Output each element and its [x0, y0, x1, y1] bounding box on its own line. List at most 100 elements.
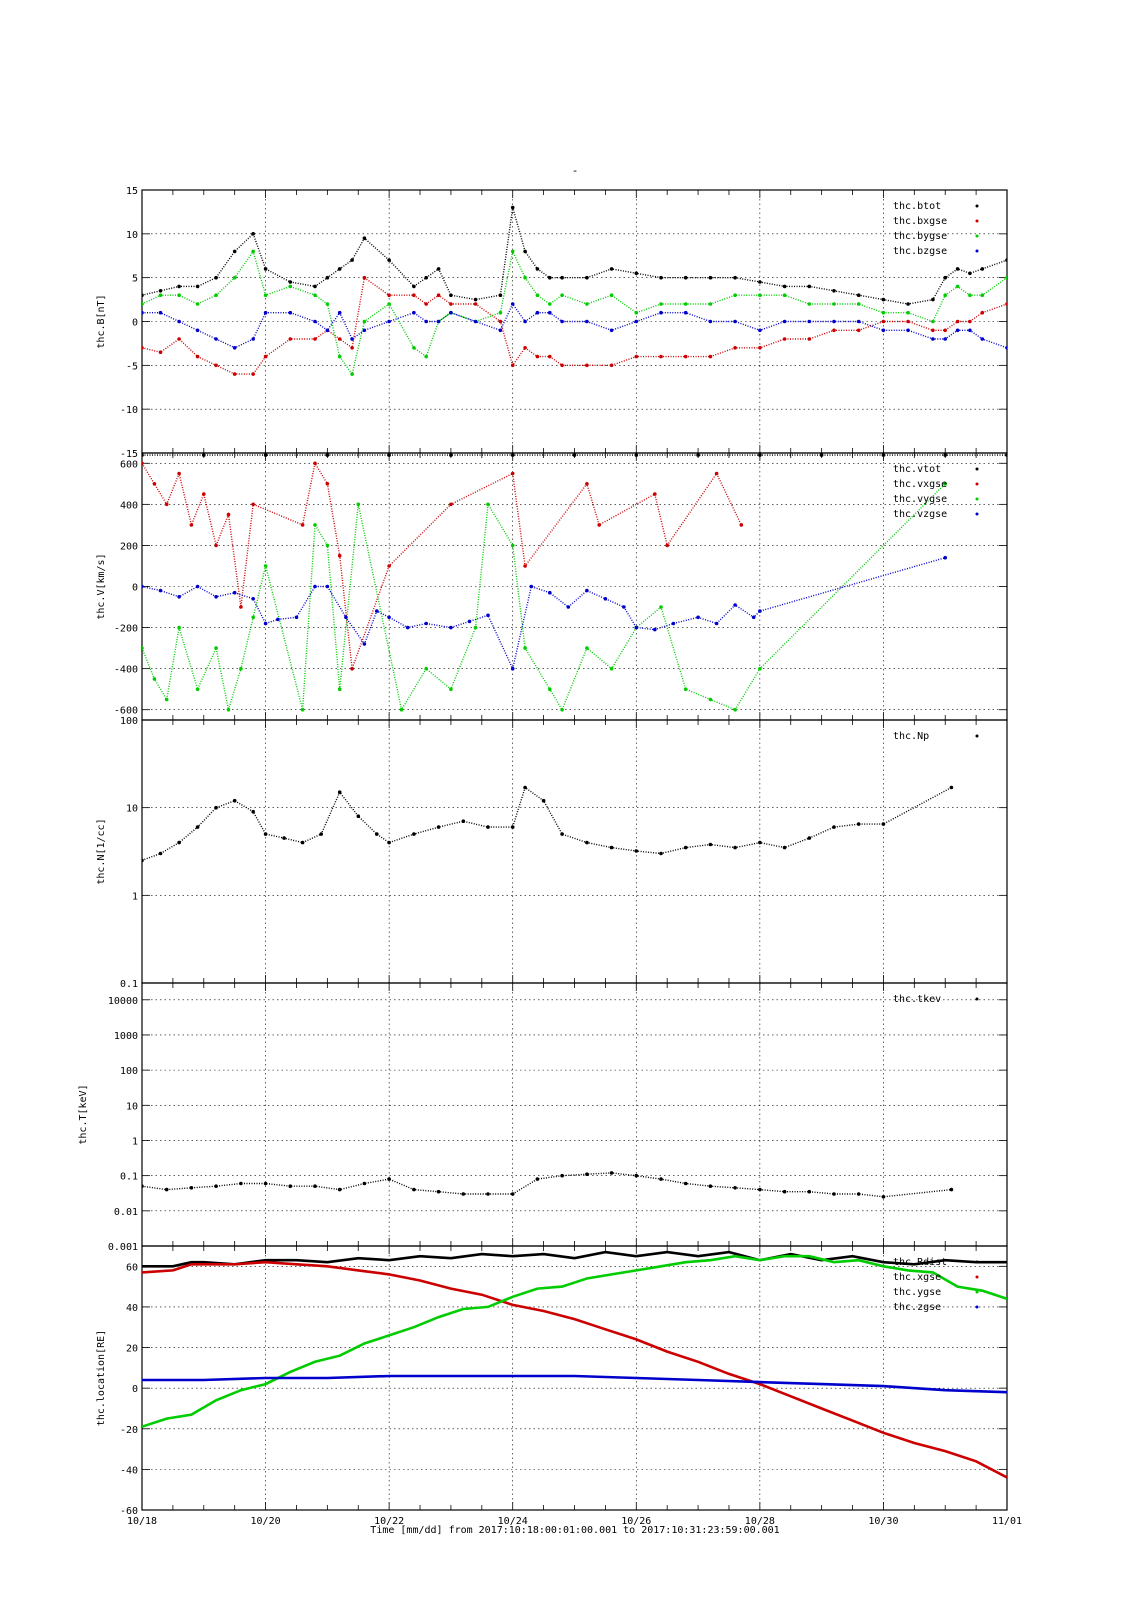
series-trace-thc-vygse [142, 483, 946, 712]
data-point-thc-vzgse [653, 627, 657, 632]
data-point-thc-bzgse [782, 319, 787, 324]
data-point-thc-bzgse [232, 346, 237, 350]
data-point-thc-btot [251, 232, 255, 236]
data-point-thc-bygse [142, 302, 144, 306]
data-point-thc-btot [758, 280, 762, 284]
x-tick-label: 10/18 [127, 1516, 157, 1527]
data-point-thc-vygse [424, 666, 429, 671]
data-point-thc-vzgse [325, 584, 330, 589]
legend-label: thc.Np [893, 731, 929, 742]
data-point-thc-vxgse [387, 564, 391, 568]
data-point-thc-bzgse [214, 337, 218, 341]
data-point-thc-btot [412, 284, 416, 289]
panel-frame [141, 719, 1008, 984]
data-point-thc-vzgse [177, 595, 181, 599]
data-point-thc-bzgse [337, 310, 342, 315]
legend-label: thc.zgse [893, 1302, 941, 1313]
data-point-thc-bxgse [881, 319, 886, 324]
data-point-thc-Np [856, 822, 861, 826]
data-point-thc-tkev [486, 1192, 490, 1196]
data-point-thc-vxgse [239, 605, 243, 609]
data-point-thc-bzgse [362, 328, 367, 333]
legend-marker [975, 204, 979, 208]
data-point-thc-vzgse [142, 584, 144, 589]
data-point-thc-btot [510, 205, 515, 210]
data-point-thc-bxgse [560, 363, 564, 368]
data-point-thc-tkev [585, 1172, 589, 1176]
data-point-thc-bxgse [232, 372, 237, 376]
legend-marker [975, 1275, 979, 1279]
y-tick-label: -20 [120, 1425, 138, 1436]
y-tick-label: 10 [126, 1101, 138, 1112]
data-point-thc-Np [758, 840, 762, 845]
data-point-thc-vzgse [758, 609, 762, 613]
data-point-thc-Np [387, 840, 391, 845]
data-point-thc-btot [214, 275, 218, 280]
y-axis-label: thc.location[RE] [96, 1330, 107, 1426]
legend-label: thc.vzgse [893, 509, 947, 520]
data-point-thc-Np [412, 832, 416, 836]
data-point-thc-vygse [399, 707, 404, 712]
data-point-thc-btot [807, 284, 812, 289]
data-point-thc-vxgse [251, 502, 255, 507]
data-point-thc-vtot [572, 453, 577, 457]
y-tick-label: 0.01 [114, 1207, 138, 1218]
data-point-thc-btot [449, 293, 453, 298]
data-point-thc-vxgse [665, 543, 669, 548]
data-point-thc-vxgse [449, 502, 453, 507]
data-point-thc-bxgse [313, 337, 317, 341]
data-point-thc-vxgse [189, 523, 194, 527]
panel-5: -60 -40 -20 0 20 40 60 thc.location[RE] thc.Rdis… [96, 1245, 1022, 1527]
data-point-thc-bzgse [906, 328, 910, 333]
data-point-thc-vxgse [653, 492, 657, 496]
data-point-thc-vxgse [337, 553, 342, 558]
x-tick-label: 10/24 [498, 1516, 528, 1527]
data-point-thc-bxgse [142, 346, 144, 350]
data-point-thc-bzgse [158, 310, 163, 315]
y-tick-label: 1 [132, 1136, 138, 1147]
data-point-thc-tkev [949, 1187, 954, 1192]
data-point-thc-vzgse [294, 615, 299, 620]
data-point-thc-Np [461, 819, 466, 823]
data-point-thc-bxgse [931, 328, 935, 333]
data-point-thc-bzgse [560, 319, 564, 324]
panel-3: 0.1 1 10 100 thc.N[1/cc] thc.Np [96, 716, 1008, 990]
data-point-thc-bygse [523, 275, 527, 280]
series-trace-thc-Np [142, 786, 952, 862]
data-point-thc-btot [195, 284, 200, 289]
data-point-thc-vygse [659, 605, 663, 609]
data-point-thc-Np [832, 825, 836, 829]
data-point-thc-bzgse [733, 319, 737, 324]
data-point-thc-bygse [585, 302, 589, 306]
series-trace-thc-bzgse [142, 302, 1007, 349]
data-point-thc-bxgse [263, 354, 268, 359]
data-point-thc-vzgse [585, 588, 589, 593]
x-tick-label: 10/30 [868, 1516, 898, 1527]
series-group [142, 1171, 954, 1199]
data-point-thc-btot [856, 293, 861, 298]
legend-marker [975, 1305, 979, 1309]
data-point-thc-vzgse [263, 621, 268, 626]
data-point-thc-vtot [449, 453, 453, 457]
data-point-thc-bzgse [832, 319, 836, 324]
data-point-thc-btot [548, 275, 552, 280]
data-point-thc-vygse [152, 677, 157, 681]
data-point-thc-btot [313, 284, 317, 289]
data-point-thc-bzgse [955, 328, 960, 333]
y-tick-label: 200 [120, 541, 138, 552]
data-point-thc-bzgse [980, 337, 985, 341]
y-axis-label: thc.B[nT] [96, 294, 107, 348]
data-point-thc-bxgse [634, 354, 639, 359]
data-point-thc-Np [683, 845, 688, 850]
data-point-thc-bxgse [659, 354, 663, 359]
data-point-thc-vygse [486, 502, 490, 507]
data-point-thc-vtot [696, 453, 700, 457]
data-point-thc-bzgse [943, 337, 947, 341]
data-point-thc-bygse [1005, 275, 1007, 280]
legend-label: thc.vtot [893, 464, 941, 475]
x-tick-label: 10/28 [745, 1516, 775, 1527]
data-point-thc-vzgse [671, 621, 676, 626]
data-point-thc-tkev [782, 1189, 787, 1194]
data-point-thc-tkev [609, 1171, 614, 1175]
data-point-thc-Np [282, 836, 286, 840]
